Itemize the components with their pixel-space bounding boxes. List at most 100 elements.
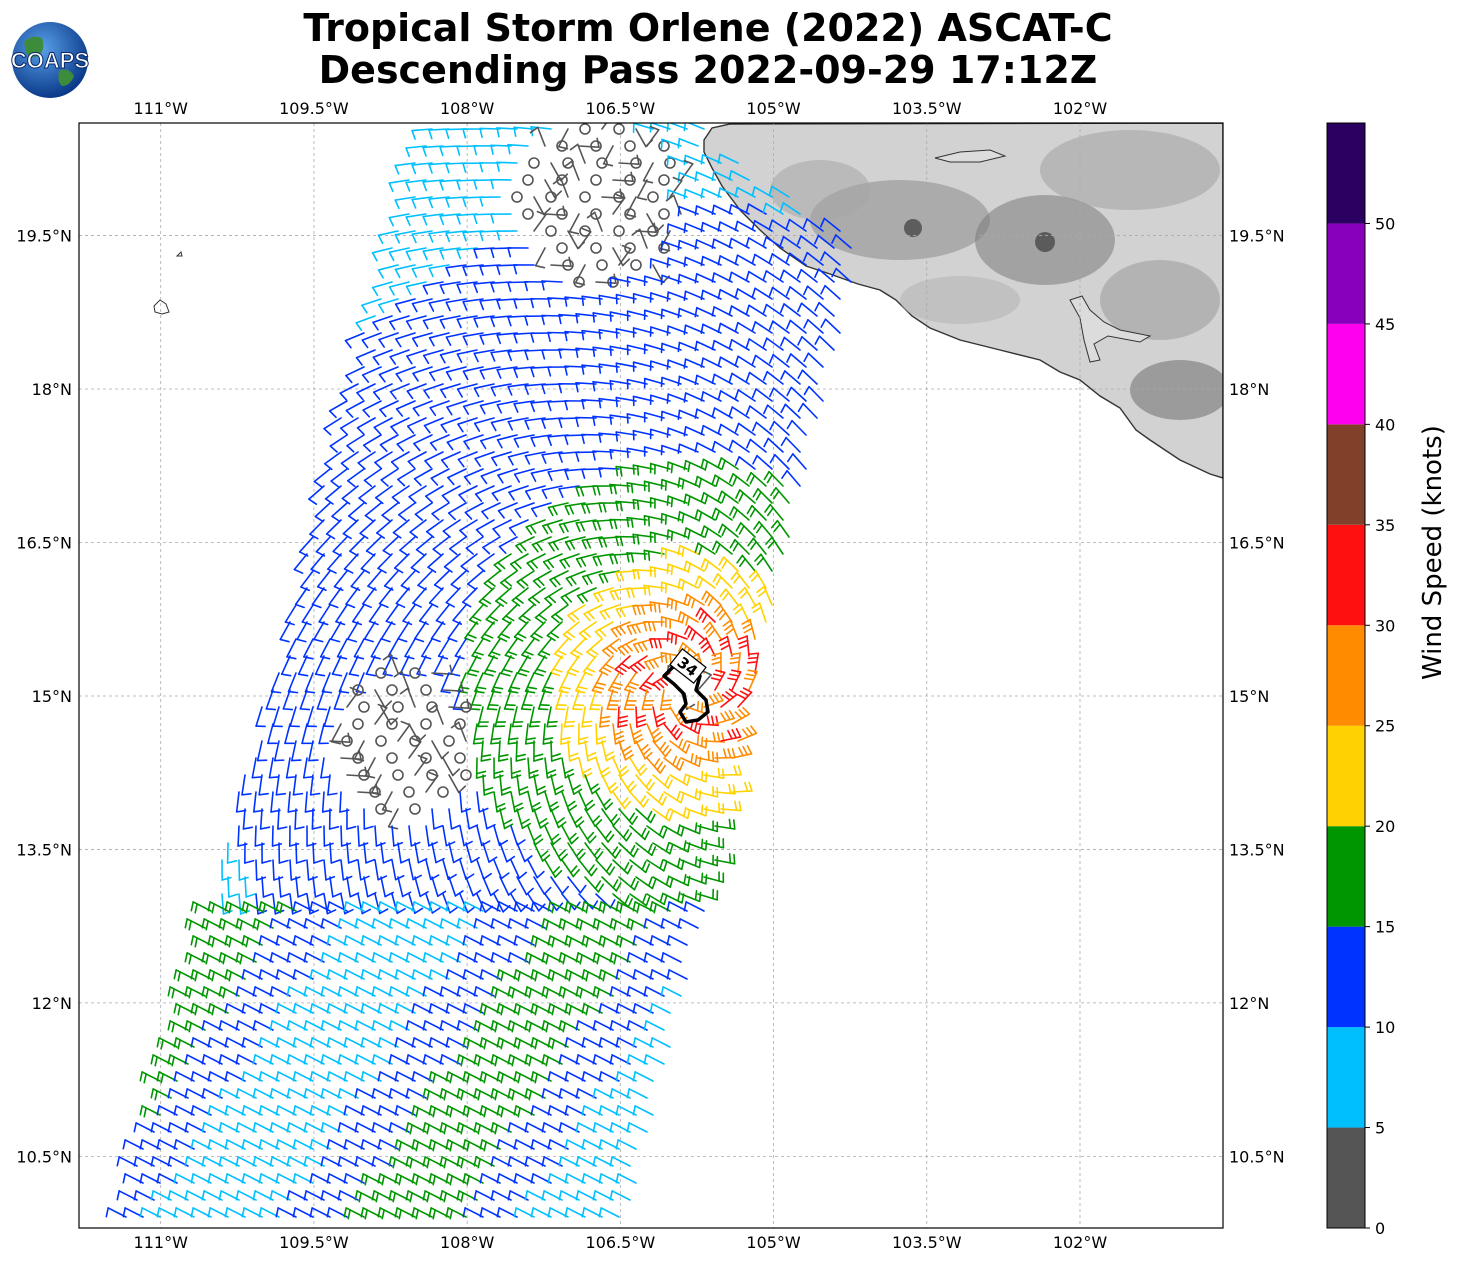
wind-barb: [456, 247, 478, 260]
lat-tick-label: 18°N: [1229, 380, 1269, 399]
wind-barb: [703, 836, 725, 849]
wind-barb: [394, 298, 416, 313]
wind-barb: [265, 689, 277, 711]
wind-barb: [347, 502, 365, 522]
wind-barb: [643, 621, 665, 632]
wind-barb: [442, 757, 461, 777]
wind-barb: [658, 208, 670, 220]
wind-barb: [308, 485, 325, 505]
wind-barb: [556, 174, 568, 186]
wind-barb: [626, 1088, 648, 1099]
wind-barb: [714, 709, 735, 725]
wind-barb: [516, 842, 533, 863]
wind-barb: [537, 638, 552, 659]
wind-barb: [494, 706, 507, 728]
wind-barb: [612, 825, 633, 842]
wind-barb: [592, 415, 614, 427]
wind-barb: [345, 400, 365, 418]
wind-barb: [752, 488, 773, 504]
wind-barb: [647, 225, 659, 237]
wind-barb: [294, 587, 308, 609]
wind-barb: [256, 740, 268, 762]
wind-barb: [333, 570, 348, 592]
wind-barb: [469, 689, 482, 711]
wind-barb: [598, 655, 615, 676]
wind-barb: [615, 465, 637, 477]
wind-barb: [531, 536, 552, 553]
wind-barb: [448, 808, 461, 830]
wind-barb: [500, 655, 513, 677]
wind-barb: [717, 390, 739, 402]
lat-tick-label: 13.5°N: [16, 840, 72, 859]
wind-barb: [352, 718, 364, 730]
wind-barb: [346, 842, 358, 864]
wind-barb: [567, 740, 579, 762]
wind-barb: [618, 876, 639, 891]
wind-barb: [814, 301, 835, 317]
wind-barb: [433, 655, 444, 677]
wind-barb: [711, 474, 733, 487]
wind-barb: [677, 611, 699, 626]
wind-barb: [698, 637, 716, 657]
wind-barb: [375, 735, 387, 747]
wind-barb: [643, 377, 665, 389]
wind-barb: [411, 196, 433, 209]
wind-barb: [454, 752, 466, 764]
wind-barb: [490, 213, 512, 224]
wind-barb: [510, 825, 526, 846]
wind-barb: [728, 439, 750, 453]
wind-barb: [460, 769, 472, 781]
wind-barb: [462, 264, 484, 277]
wind-barb: [267, 723, 278, 745]
wind-barb: [362, 400, 382, 418]
lat-ticks-left: 19.5°N 18°N 16.5°N 15°N 13.5°N 12°N 10.5°N: [16, 227, 72, 1167]
wind-barb: [550, 256, 572, 267]
wind-barb: [615, 362, 637, 373]
colorbar-bin: [1327, 123, 1365, 224]
wind-barb: [751, 287, 773, 300]
wind-barb: [609, 277, 631, 288]
wind-barb: [734, 355, 756, 368]
wind-barb: [293, 553, 308, 574]
wind-barb: [737, 725, 758, 742]
wind-barb: [390, 417, 410, 435]
wind-barb: [261, 842, 272, 864]
wind-barb: [284, 604, 297, 626]
wind-barb: [251, 757, 263, 779]
wind-barb: [545, 191, 557, 203]
wind-barb: [380, 706, 399, 726]
wind-barb: [379, 400, 399, 418]
wind-barb: [524, 723, 536, 745]
chart-title-line2: Descending Pass 2022-09-29 17:12Z: [318, 48, 1098, 92]
wind-barb: [258, 774, 269, 796]
wind-barb: [548, 536, 569, 552]
wind-barb: [613, 225, 625, 237]
wind-barb: [349, 536, 365, 557]
wind-barb: [466, 655, 480, 677]
wind-barb: [586, 638, 603, 658]
wind-barb: [496, 400, 518, 414]
wind-barb: [496, 332, 518, 345]
wind-barb: [569, 143, 586, 164]
wind-barb: [728, 372, 750, 385]
wind-barb: [404, 638, 416, 660]
wind-barb: [363, 621, 376, 643]
wind-barb: [522, 174, 534, 186]
wind-barb: [751, 321, 773, 334]
wind-barb: [513, 468, 535, 483]
wind-barb: [697, 670, 712, 691]
wind-barb: [380, 468, 399, 487]
wind-barb: [346, 876, 360, 898]
wind-barb: [626, 276, 648, 287]
colorbar-bin: [1327, 725, 1365, 827]
wind-barb: [448, 774, 467, 794]
colorbar-bin: [1327, 223, 1365, 324]
wind-barb: [405, 213, 427, 227]
wind-barb: [660, 138, 682, 150]
wind-barb: [558, 519, 580, 534]
wind-barb: [787, 453, 807, 470]
wind-barb: [736, 687, 753, 708]
wind-barb: [595, 859, 616, 876]
wind-barb: [449, 536, 467, 556]
wind-barb: [629, 825, 650, 841]
